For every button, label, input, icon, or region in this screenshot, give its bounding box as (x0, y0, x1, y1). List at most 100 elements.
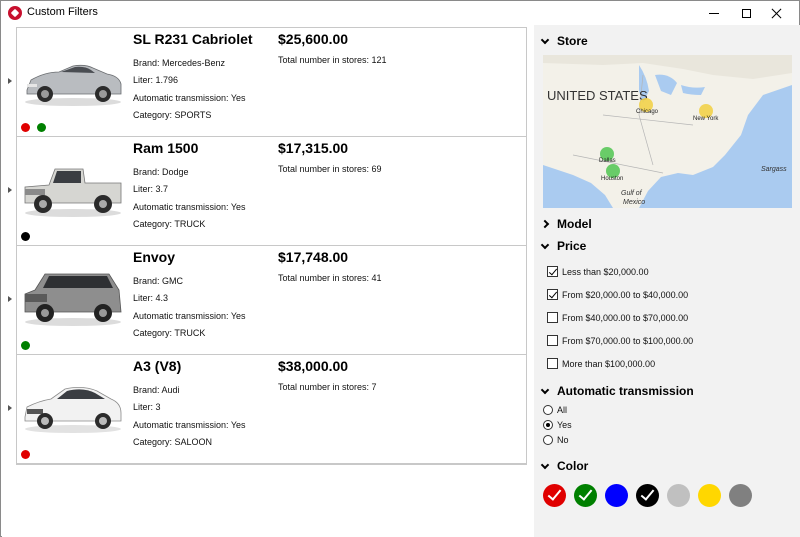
map-country-label: UNITED STATES (547, 88, 648, 103)
car-price: $17,748.00 (278, 249, 349, 265)
car-category: Category: TRUCK (133, 219, 206, 229)
color-dot-green (37, 123, 46, 132)
map-sea-label: Gulf of (621, 190, 643, 197)
map-marker-dallas[interactable] (600, 147, 614, 161)
car-row[interactable]: Ram 1500 Brand: Dodge Liter: 3.7 Automat… (8, 137, 526, 246)
minimize-icon (709, 12, 719, 14)
car-brand: Brand: Mercedes-Benz (133, 58, 226, 68)
store-section-header[interactable]: Store (540, 34, 588, 48)
radio-button[interactable] (543, 405, 553, 415)
chevron-down-icon (540, 240, 550, 249)
map-marker-houston[interactable] (606, 164, 620, 178)
car-category: Category: TRUCK (133, 328, 206, 338)
automatic-option-label: Yes (557, 420, 572, 430)
automatic-label: Automatic transmission (557, 384, 694, 398)
price-label: Price (557, 239, 587, 253)
car-name: A3 (V8) (133, 358, 182, 374)
expand-arrow-icon[interactable] (8, 78, 12, 84)
car-automatic: Automatic transmission: Yes (133, 311, 246, 321)
car-row[interactable]: A3 (V8) Brand: Audi Liter: 3 Automatic t… (8, 355, 526, 464)
price-option-label: From $70,000.00 to $100,000.00 (562, 335, 694, 346)
checkbox[interactable] (547, 312, 558, 323)
color-swatch-blue[interactable] (605, 484, 628, 507)
automatic-option-label: No (557, 435, 569, 445)
title-bar: Custom Filters (1, 1, 799, 25)
close-button[interactable] (753, 1, 799, 25)
price-option-checkbox[interactable]: From $70,000.00 to $100,000.00 (547, 335, 693, 346)
price-option-checkbox[interactable]: Less than $20,000.00 (547, 266, 649, 277)
color-section-header[interactable]: Color (540, 459, 589, 473)
checkbox[interactable] (547, 266, 558, 277)
chevron-right-icon (540, 219, 550, 229)
app-icon (8, 6, 22, 20)
minimize-button[interactable] (691, 1, 737, 25)
model-label: Model (557, 217, 592, 231)
filter-panel: Store UNITED STATES Gulf of Mexico Sarga… (534, 25, 800, 537)
color-swatch-black[interactable] (636, 484, 659, 507)
chevron-down-icon (540, 460, 550, 469)
car-stock: Total number in stores: 69 (278, 164, 382, 174)
chevron-down-icon (540, 385, 550, 394)
expand-arrow-icon[interactable] (8, 296, 12, 302)
checkbox[interactable] (547, 335, 558, 346)
automatic-option-radio[interactable]: All (543, 405, 567, 415)
car-color-dots (21, 232, 30, 241)
price-option-label: Less than $20,000.00 (562, 266, 649, 277)
color-swatch-gray[interactable] (729, 484, 752, 507)
close-icon (771, 8, 782, 19)
store-label: Store (557, 34, 588, 48)
car-image (24, 168, 122, 217)
color-label: Color (557, 459, 589, 473)
map-marker-chicago[interactable] (639, 98, 653, 112)
price-option-checkbox[interactable]: From $20,000.00 to $40,000.00 (547, 289, 688, 300)
car-stock: Total number in stores: 121 (278, 55, 387, 65)
map-sea-label: Mexico (623, 199, 645, 206)
car-brand: Brand: Audi (133, 385, 180, 395)
automatic-section-header[interactable]: Automatic transmission (540, 384, 694, 398)
price-option-checkbox[interactable]: From $40,000.00 to $70,000.00 (547, 312, 688, 323)
checkbox[interactable] (547, 358, 558, 369)
car-brand: Brand: GMC (133, 276, 184, 286)
color-swatch-yellow[interactable] (698, 484, 721, 507)
map-marker-new-york[interactable] (699, 104, 713, 118)
map-city-label: Chicago (636, 109, 659, 115)
map-city-label: Dallas (599, 158, 616, 164)
car-liter: Liter: 3 (133, 402, 161, 412)
maximize-button[interactable] (723, 1, 769, 25)
color-swatch-red[interactable] (543, 484, 566, 507)
car-row[interactable]: SL R231 Cabriolet Brand: Mercedes-Benz L… (8, 28, 526, 137)
color-swatch-green[interactable] (574, 484, 597, 507)
price-option-label: More than $100,000.00 (562, 358, 656, 369)
automatic-option-label: All (557, 405, 568, 415)
radio-button[interactable] (543, 435, 553, 445)
car-liter: Liter: 4.3 (133, 293, 169, 303)
price-section-header[interactable]: Price (540, 239, 587, 253)
automatic-option-radio[interactable]: Yes (543, 420, 572, 430)
store-map[interactable]: UNITED STATES Gulf of Mexico Sargass Chi… (543, 55, 792, 208)
window-title: Custom Filters (27, 6, 98, 18)
map-sea-label: Sargass (761, 166, 787, 173)
car-liter: Liter: 1.796 (133, 75, 179, 85)
car-automatic: Automatic transmission: Yes (133, 93, 246, 103)
car-row[interactable]: Envoy Brand: GMC Liter: 4.3 Automatic tr… (8, 246, 526, 355)
car-name: SL R231 Cabriolet (133, 31, 253, 47)
color-swatch-silver[interactable] (667, 484, 690, 507)
car-brand: Brand: Dodge (133, 167, 189, 177)
automatic-option-radio[interactable]: No (543, 435, 569, 445)
checkbox[interactable] (547, 289, 558, 300)
expand-arrow-icon[interactable] (8, 405, 12, 411)
car-stock: Total number in stores: 41 (278, 273, 382, 283)
car-image (24, 387, 122, 433)
color-dot-red (21, 450, 30, 459)
car-color-dots (21, 450, 30, 459)
radio-button[interactable] (543, 420, 553, 430)
car-list[interactable]: SL R231 Cabriolet Brand: Mercedes-Benz L… (8, 27, 527, 465)
car-category: Category: SALOON (133, 437, 213, 447)
car-stock: Total number in stores: 7 (278, 382, 377, 392)
expand-arrow-icon[interactable] (8, 187, 12, 193)
price-option-label: From $20,000.00 to $40,000.00 (562, 289, 689, 300)
car-color-dots (21, 341, 30, 350)
model-section-header[interactable]: Model (540, 217, 592, 231)
car-list-pane: SL R231 Cabriolet Brand: Mercedes-Benz L… (2, 25, 534, 537)
price-option-checkbox[interactable]: More than $100,000.00 (547, 358, 655, 369)
